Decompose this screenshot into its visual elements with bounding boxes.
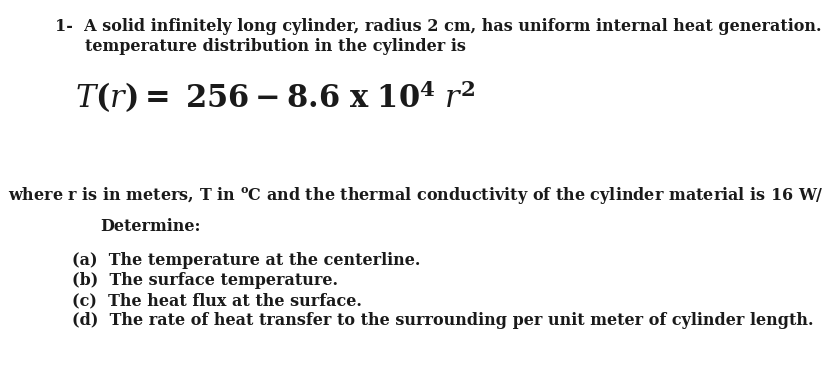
Text: where r is in meters, T in $\mathbf{^{o}}$C and the thermal conductivity of the : where r is in meters, T in $\mathbf{^{o}… (8, 185, 827, 206)
Text: 1-  A solid infinitely long cylinder, radius 2 cm, has uniform internal heat gen: 1- A solid infinitely long cylinder, rad… (55, 18, 827, 35)
Text: (a)  The temperature at the centerline.: (a) The temperature at the centerline. (72, 252, 420, 269)
Text: Determine:: Determine: (100, 218, 200, 235)
Text: temperature distribution in the cylinder is: temperature distribution in the cylinder… (85, 38, 466, 55)
Text: (d)  The rate of heat transfer to the surrounding per unit meter of cylinder len: (d) The rate of heat transfer to the sur… (72, 312, 814, 329)
Text: $\mathbf{\mathit{T}(\mathit{r})}$$\mathbf{ = \ 256 - 8.6 \ x \ 10^{4} \ \mathit{: $\mathbf{\mathit{T}(\mathit{r})}$$\mathb… (75, 78, 476, 115)
Text: (b)  The surface temperature.: (b) The surface temperature. (72, 272, 338, 289)
Text: (c)  The heat flux at the surface.: (c) The heat flux at the surface. (72, 292, 362, 309)
